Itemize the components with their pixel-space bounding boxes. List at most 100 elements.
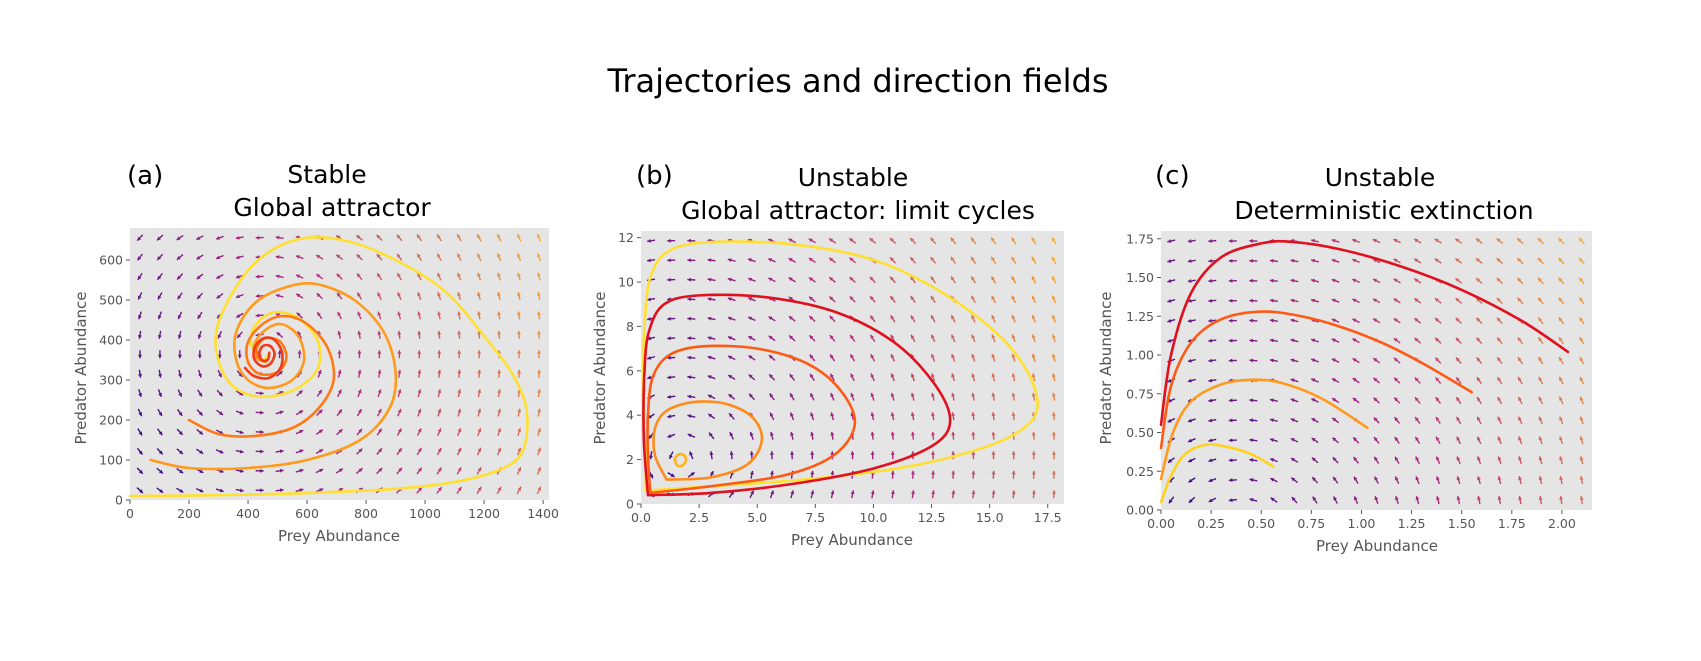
direction-arrowhead [1352,338,1357,343]
direction-arrowhead [729,451,734,455]
direction-arrowhead [810,451,815,455]
direction-arrowhead [1031,276,1036,281]
direction-arrowhead [397,273,401,278]
direction-arrowhead [358,448,363,453]
direction-arrowhead [137,236,142,241]
panel-b-xtick-label: 10.0 [859,510,887,525]
direction-arrowhead [667,277,671,282]
direction-arrowhead [317,369,322,374]
panel-a-direction-field [136,233,542,495]
direction-arrowhead [139,489,143,493]
panel-c-xtick-label: 1.00 [1348,516,1376,531]
direction-arrowhead [1168,499,1173,504]
direction-arrowhead [930,257,935,262]
direction-arrowhead [1579,237,1583,242]
direction-arrowhead [336,254,341,259]
panel-b: (b) Unstable Global attractor: limit cyc… [591,161,1064,549]
direction-arrowhead [1496,278,1501,282]
direction-arrowhead [1517,258,1522,262]
direction-arrowhead [748,316,753,321]
panel-a-ytick-label: 200 [99,413,123,428]
direction-arrowhead [1031,392,1036,397]
direction-arrowhead [357,292,361,297]
direction-arrowhead [1228,298,1233,303]
direction-arrowhead [1414,278,1419,283]
direction-arrowhead [137,315,142,320]
direction-arrowhead [417,369,422,374]
direction-arrowhead [1517,297,1522,302]
direction-arrowhead [277,350,282,354]
panel-a-trajectory-4 [243,336,284,380]
direction-arrowhead [358,409,362,414]
panel-a-trajectory-2 [149,282,398,471]
direction-arrowhead [235,235,240,240]
direction-arrowhead [1435,416,1440,421]
direction-arrowhead [769,451,774,455]
direction-arrowhead [1497,456,1502,461]
direction-arrowhead [667,355,671,360]
direction-arrowhead [1051,237,1056,242]
direction-arrowhead [788,238,793,243]
direction-arrowhead [930,237,935,242]
direction-arrowhead [1373,417,1378,422]
direction-arrowhead [1051,315,1056,319]
direction-arrowhead [1558,238,1563,242]
direction-arrowhead [536,234,541,239]
direction-arrowhead [1051,490,1056,494]
direction-arrowhead [1395,456,1399,461]
direction-arrowhead [667,394,672,399]
direction-arrowhead [1435,337,1440,342]
direction-arrowhead [497,389,502,393]
direction-arrowhead [1538,456,1543,461]
direction-arrowhead [437,428,442,433]
direction-arrowhead [1497,337,1501,342]
direction-arrowhead [709,451,714,456]
panel-b-trajectory-3 [646,344,857,495]
direction-arrowhead [810,412,814,417]
panel-c-xtick-label: 0.00 [1147,516,1175,531]
direction-arrowhead [536,253,541,258]
direction-arrowhead [748,355,753,360]
direction-arrowhead [235,274,240,279]
direction-arrowhead [829,257,834,262]
direction-arrowhead [1538,436,1543,441]
direction-arrowhead [850,490,855,495]
direction-arrowhead [1011,412,1016,417]
direction-arrowhead [437,253,441,258]
direction-arrowhead [218,373,222,378]
direction-arrowhead [497,486,502,491]
direction-arrowhead [197,334,202,339]
direction-arrowhead [1011,334,1016,339]
direction-arrowhead [870,296,874,301]
direction-arrowhead [1374,476,1379,481]
direction-arrowhead [910,276,915,281]
direction-arrowhead [377,273,381,278]
direction-arrowhead [196,236,201,240]
direction-arrowhead [647,375,652,380]
direction-arrowhead [890,412,895,417]
direction-arrowhead [156,236,161,241]
direction-arrowhead [397,253,401,258]
direction-arrowhead [870,490,875,495]
direction-arrowhead [1455,298,1460,302]
direction-arrowhead [1579,357,1584,362]
direction-arrowhead [931,470,936,475]
direction-arrowhead [830,354,834,359]
direction-arrowhead [849,257,854,262]
direction-arrowhead [1558,257,1563,262]
direction-arrowhead [1208,358,1213,363]
panel-c-trajectory-2 [1159,310,1474,450]
direction-arrowhead [457,467,462,472]
direction-arrowhead [517,428,522,433]
direction-arrowhead [849,238,854,243]
direction-arrowhead [1414,298,1419,303]
direction-arrowhead [1393,298,1398,303]
direction-arrowhead [991,412,996,417]
direction-arrowhead [276,332,281,337]
direction-arrowhead [237,333,241,338]
direction-arrowhead [177,315,182,320]
direction-arrowhead [318,409,323,414]
direction-arrowhead [1011,237,1016,242]
direction-arrowhead [1456,397,1460,402]
direction-arrowhead [377,369,382,374]
